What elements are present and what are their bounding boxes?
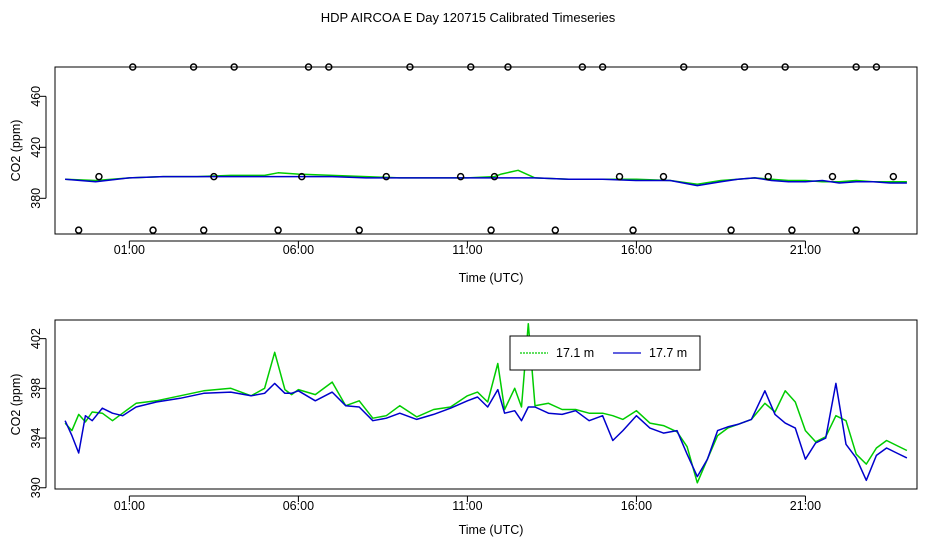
marker-circle: [128, 63, 137, 71]
y-axis-title: CO2 (ppm): [9, 120, 23, 182]
marker-circle: [355, 226, 363, 234]
marker-circle: [740, 63, 749, 71]
marker-circle: [304, 63, 313, 71]
marker-circle: [210, 172, 218, 181]
marker-circle: [298, 172, 306, 181]
x-tick-label: 16:00: [621, 243, 652, 257]
series-line-blue: [65, 175, 907, 187]
x-tick-label: 06:00: [283, 499, 314, 513]
marker-circle: [199, 226, 208, 234]
page-title: HDP AIRCOA E Day 120715 Calibrated Times…: [320, 10, 616, 25]
marker-circle: [230, 63, 238, 71]
x-tick-label: 11:00: [452, 243, 482, 257]
series-line-blue: [64, 382, 908, 482]
x-tick-label: 01:00: [114, 499, 145, 513]
y-axis-title: CO2 (ppm): [9, 374, 23, 436]
marker-circle: [504, 63, 512, 71]
marker-circle: [828, 172, 837, 181]
marker-circle: [764, 172, 773, 181]
x-tick-label: 11:00: [452, 499, 482, 513]
y-tick-label: 398: [29, 378, 43, 399]
marker-circle: [490, 172, 499, 181]
x-tick-label: 21:00: [790, 243, 821, 257]
marker-circle: [274, 226, 282, 234]
y-tick-label: 460: [29, 86, 43, 107]
marker-circle: [189, 63, 198, 71]
marker-circle: [74, 226, 83, 234]
y-tick-label: 394: [29, 428, 43, 449]
marker-circle: [781, 63, 789, 71]
marker-circle: [615, 172, 624, 181]
plot-frame-1: [54, 66, 918, 235]
marker-circle: [680, 63, 688, 71]
marker-circle: [325, 63, 333, 71]
marker-circle: [659, 172, 668, 181]
marker-circle: [551, 226, 560, 234]
marker-circle: [467, 63, 475, 71]
legend-label: 17.1 m: [556, 346, 594, 360]
marker-circle: [149, 226, 157, 234]
x-tick-label: 16:00: [621, 499, 652, 513]
x-axis-title: Time (UTC): [459, 523, 524, 537]
x-tick-label: 01:00: [114, 243, 145, 257]
marker-circle: [578, 63, 587, 71]
x-tick-label: 06:00: [283, 243, 314, 257]
y-tick-label: 402: [29, 328, 43, 349]
marker-circle: [598, 63, 607, 71]
y-tick-label: 420: [29, 137, 43, 158]
marker-circle: [872, 63, 881, 71]
series-line-green: [64, 322, 908, 484]
legend-label: 17.7 m: [649, 346, 687, 360]
y-tick-label: 380: [29, 188, 43, 209]
marker-circle: [629, 226, 637, 234]
marker-circle: [487, 226, 495, 234]
marker-circle: [95, 172, 103, 181]
marker-circle: [852, 226, 860, 234]
marker-circle: [852, 63, 860, 71]
x-tick-label: 21:00: [790, 499, 821, 513]
marker-circle: [788, 226, 796, 234]
x-axis-title: Time (UTC): [459, 271, 524, 285]
marker-circle: [727, 226, 735, 234]
marker-circle: [382, 172, 391, 181]
plot-frame-2: [54, 319, 918, 490]
marker-circle: [456, 172, 465, 181]
y-tick-label: 390: [29, 477, 43, 498]
marker-circle: [889, 172, 898, 181]
marker-circle: [406, 63, 414, 71]
